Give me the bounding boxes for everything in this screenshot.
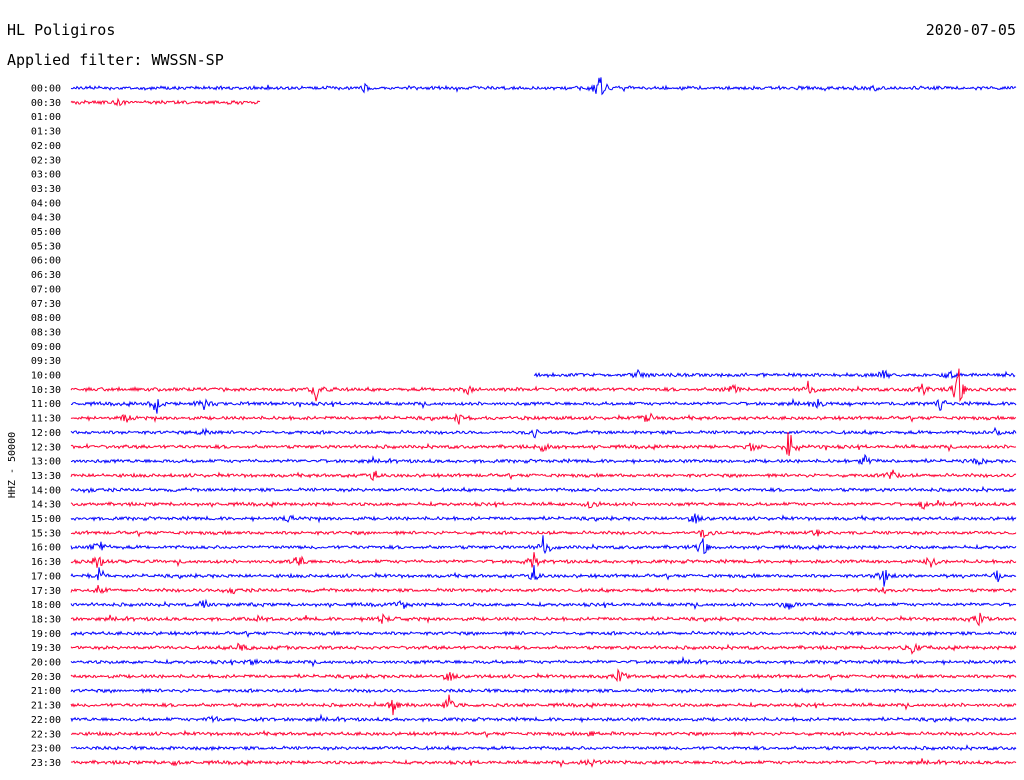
station-title: HL Poligiros — [7, 21, 116, 39]
time-label: 15:00 — [31, 514, 61, 525]
time-label: 02:30 — [31, 155, 61, 166]
time-axis-labels: 00:00 00:30 01:00 01:30 02:00 02:30 03:00 03:30… — [31, 84, 61, 769]
time-label: 01:00 — [31, 112, 61, 123]
trace-1330 — [70, 469, 1017, 482]
time-label: 15:30 — [31, 528, 61, 539]
trace-1130 — [70, 412, 1017, 425]
trace-1600 — [70, 535, 1017, 555]
trace-1300 — [70, 453, 1017, 466]
time-label: 12:30 — [31, 442, 61, 453]
time-label: 18:00 — [31, 600, 61, 611]
trace-1730 — [70, 584, 1017, 595]
time-label: 14:00 — [31, 485, 61, 496]
time-label: 19:00 — [31, 629, 61, 640]
trace-1500 — [70, 513, 1017, 524]
time-label: 02:00 — [31, 141, 61, 152]
time-label: 06:00 — [31, 256, 61, 267]
time-label: 20:30 — [31, 672, 61, 683]
time-label: 08:30 — [31, 327, 61, 338]
time-label: 22:00 — [31, 715, 61, 726]
trace-0030 — [70, 97, 261, 107]
time-label: 12:00 — [31, 428, 61, 439]
time-label: 21:00 — [31, 686, 61, 697]
time-label: 10:00 — [31, 371, 61, 382]
time-label: 14:30 — [31, 500, 61, 511]
trace-1930 — [70, 642, 1017, 655]
time-label: 17:30 — [31, 586, 61, 597]
trace-1430 — [70, 499, 1017, 510]
time-label: 09:30 — [31, 356, 61, 367]
trace-1400 — [70, 485, 1017, 494]
trace-1530 — [70, 528, 1017, 539]
trace-1630 — [70, 552, 1017, 568]
time-label: 07:00 — [31, 284, 61, 295]
trace-2030 — [70, 668, 1017, 683]
time-label: 23:00 — [31, 744, 61, 755]
time-label: 20:00 — [31, 658, 61, 669]
trace-1100 — [70, 397, 1017, 414]
time-label: 19:30 — [31, 643, 61, 654]
trace-1030 — [70, 368, 1017, 403]
time-label: 04:30 — [31, 213, 61, 224]
trace-0000 — [70, 77, 1017, 96]
time-label: 05:30 — [31, 241, 61, 252]
time-label: 21:30 — [31, 701, 61, 712]
time-label: 16:30 — [31, 557, 61, 568]
time-label: 11:30 — [31, 414, 61, 425]
trace-1200 — [70, 426, 1017, 439]
trace-1900 — [70, 630, 1017, 639]
seismic-traces — [70, 77, 1017, 768]
time-label: 13:00 — [31, 457, 61, 468]
time-label: 11:00 — [31, 399, 61, 410]
time-label: 17:00 — [31, 571, 61, 582]
time-label: 10:30 — [31, 385, 61, 396]
time-label: 08:00 — [31, 313, 61, 324]
trace-1000 — [533, 368, 1016, 380]
time-label: 13:30 — [31, 471, 61, 482]
time-label: 01:30 — [31, 127, 61, 138]
filter-label: Applied filter: WWSSN-SP — [7, 51, 224, 69]
time-label: 07:30 — [31, 299, 61, 310]
trace-1830 — [70, 612, 1017, 627]
trace-2130 — [70, 694, 1017, 716]
time-label: 06:30 — [31, 270, 61, 281]
time-label: 22:30 — [31, 729, 61, 740]
time-label: 09:00 — [31, 342, 61, 353]
time-label: 03:00 — [31, 170, 61, 181]
date-label: 2020-07-05 — [925, 21, 1016, 39]
time-label: 03:30 — [31, 184, 61, 195]
trace-2200 — [70, 713, 1017, 724]
trace-1800 — [70, 598, 1017, 611]
time-label: 05:00 — [31, 227, 61, 238]
time-label: 00:30 — [31, 98, 61, 109]
time-label: 23:30 — [31, 758, 61, 769]
trace-2230 — [71, 729, 1017, 739]
channel-label: HHZ - 50000 — [7, 432, 18, 498]
trace-2100 — [70, 687, 1017, 695]
time-label: 18:30 — [31, 614, 61, 625]
trace-1230 — [70, 431, 1017, 456]
trace-2300 — [70, 744, 1017, 752]
time-label: 04:00 — [31, 198, 61, 209]
time-label: 16:00 — [31, 543, 61, 554]
time-label: 00:00 — [31, 84, 61, 95]
trace-1700 — [70, 565, 1017, 587]
trace-2000 — [70, 656, 1016, 668]
trace-2330 — [70, 758, 1017, 768]
